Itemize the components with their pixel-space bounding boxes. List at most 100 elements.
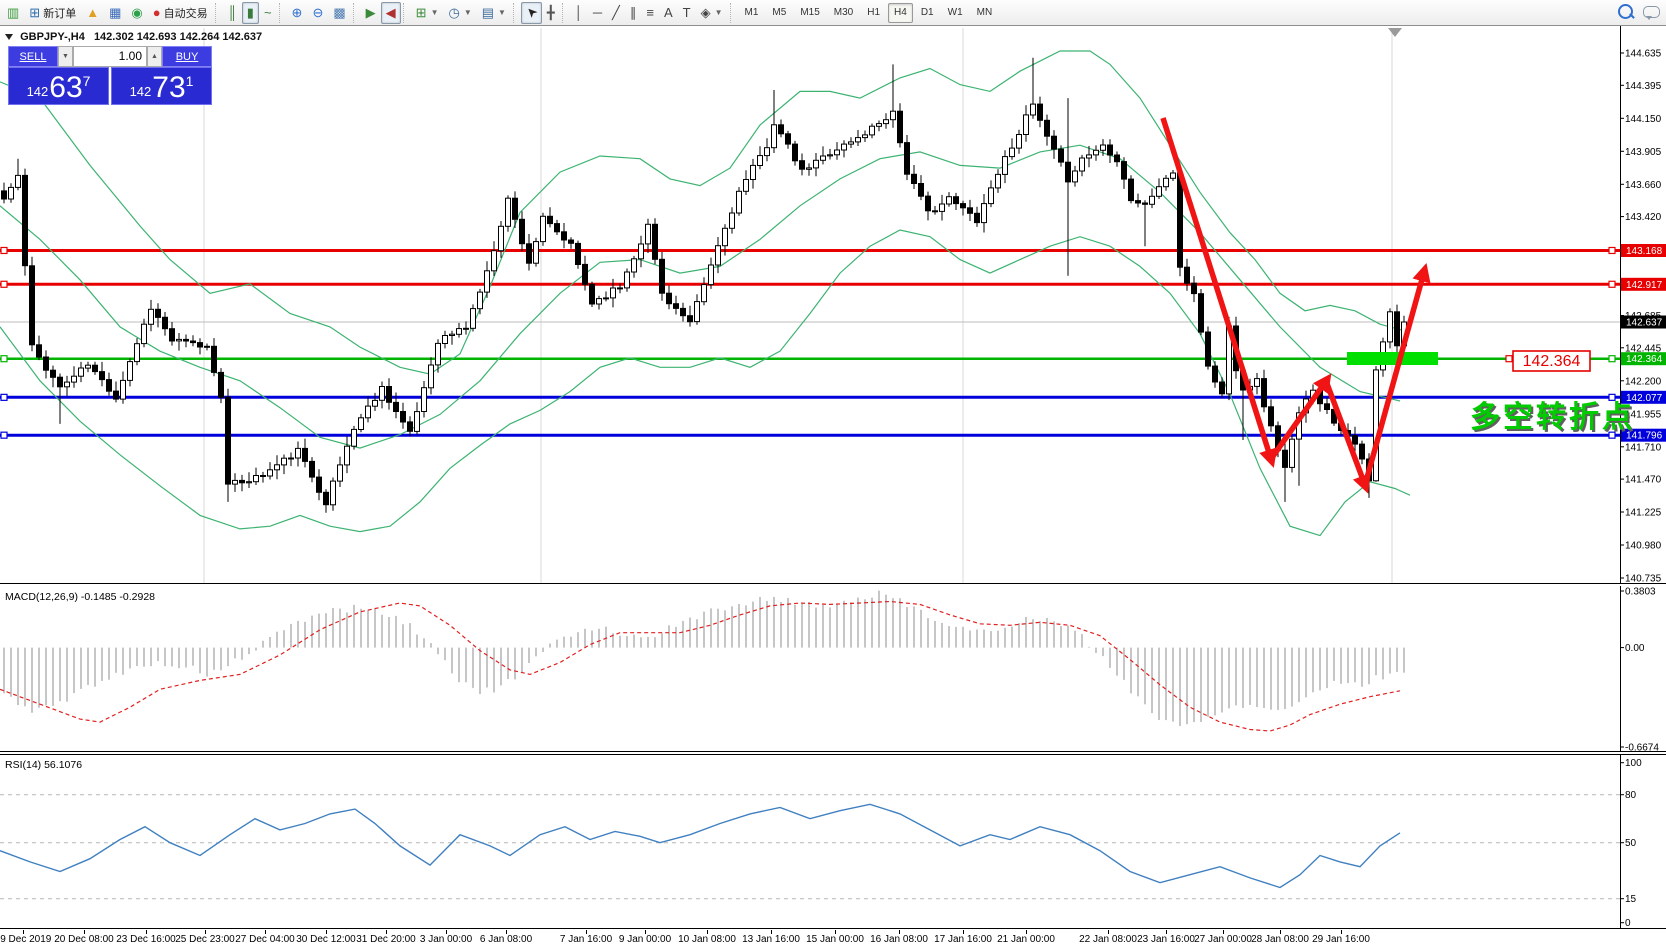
dropdown-arrow-icon[interactable]: ▼ <box>430 8 439 17</box>
vertical-line-button[interactable]: │ <box>570 2 588 24</box>
templates-button[interactable]: ▤ ▼ <box>477 2 511 24</box>
volume-input[interactable]: 1.00 <box>73 46 147 67</box>
rsi-panel-canvas[interactable]: 100 80 50 15 0 RSI(14) 56.1076 <box>0 755 1666 930</box>
crosshair-button[interactable]: ╋ <box>542 2 560 24</box>
macd-panel-canvas[interactable]: 0.3803 0.00 -0.6674 MACD(12,26,9) -0.1485 -… <box>0 586 1666 751</box>
buy-price-base: 142 <box>129 84 152 99</box>
time-tick <box>835 930 836 934</box>
bar-chart-button[interactable]: ║ <box>223 2 242 24</box>
sell-button[interactable]: SELL <box>8 46 58 67</box>
dropdown-arrow-icon[interactable]: ▼ <box>463 8 472 17</box>
bid-price-label: 142.637 <box>1626 318 1663 329</box>
sell-price-point: 7 <box>82 73 91 89</box>
fibonacci-button[interactable]: ≡ <box>641 2 659 24</box>
trendline-button-icon: ╱ <box>612 5 620 20</box>
chat-icon[interactable] <box>1643 5 1660 20</box>
new-chart-button[interactable]: ⊞ ▼ <box>411 2 444 24</box>
tile-windows-button-icon: ▩ <box>333 5 346 20</box>
dropdown-arrow-icon[interactable]: ▼ <box>498 8 506 17</box>
auto-scroll-button[interactable]: ▶ <box>361 2 381 24</box>
time-label: 27 Dec 04:00 <box>235 934 295 945</box>
volume-decrease-button[interactable]: ▼ <box>58 46 73 67</box>
timeframe-M1-button[interactable]: M1 <box>744 6 759 18</box>
buy-button[interactable]: BUY <box>162 46 212 67</box>
search-icon[interactable] <box>1618 4 1633 19</box>
candles <box>1 57 1407 513</box>
zoom-in-button[interactable]: ⊕ <box>287 2 308 24</box>
main-chart-canvas[interactable]: 142.364 144.635 144.395 144.150 143.905 143.6… <box>0 26 1666 583</box>
profiles-button-icon: ◷ <box>448 5 460 20</box>
price-tag-text: 142.364 <box>1523 353 1581 370</box>
text-button[interactable]: A <box>659 2 678 24</box>
panel-splitter[interactable] <box>0 751 1666 755</box>
signals-button-icon: ◉ <box>131 5 143 20</box>
vertical-line-button-icon: │ <box>574 5 583 20</box>
channel-button[interactable]: ∥ <box>625 2 642 24</box>
toolbar-separator <box>729 2 736 23</box>
one-click-trading-panel: SELL ▼ 1.00 ▲ BUY 142 63 7 142 73 1 <box>8 46 212 105</box>
time-tick <box>205 930 206 934</box>
svg-text:144.150: 144.150 <box>1625 114 1662 125</box>
time-tick <box>586 930 587 934</box>
buy-price-button[interactable]: 142 73 1 <box>111 67 212 105</box>
timeframe-H1-button[interactable]: H1 <box>867 6 881 18</box>
sell-price-pips: 63 <box>49 71 83 104</box>
toolbar: ▥ ⊞ 新订单 ▲ ▦ ◉ ● 自动交易 ║ ▮ ~ ⊕ ⊖ ▩ ▶ ◀ ⊞ ▼ ◷ ▼ ▤ ▼ ➤ ╋ │ ─ ╱ ∥ ≡ A T ◈ ▼ M1… <box>0 0 1666 26</box>
text-label-button-icon: T <box>682 5 691 20</box>
time-tick <box>707 930 708 934</box>
shapes-button[interactable]: ◈ ▼ <box>696 2 728 24</box>
time-label: 29 Jan 16:00 <box>1312 934 1370 945</box>
new-order-button[interactable]: ⊞ 新订单 <box>24 2 81 24</box>
candlestick-chart-button[interactable]: ▮ <box>241 1 259 24</box>
styler-button-icon: ▲ <box>86 5 100 20</box>
timeframe-M30-button[interactable]: M30 <box>833 6 854 18</box>
styler-button[interactable]: ▲ <box>81 2 104 24</box>
dropdown-arrow-icon[interactable]: ▼ <box>714 8 723 17</box>
time-label: 13 Jan 16:00 <box>742 934 800 945</box>
sell-price-base: 142 <box>26 84 49 99</box>
time-axis[interactable]: 19 Dec 2019 20 Dec 08:00 23 Dec 16:00 25 De… <box>0 930 1666 949</box>
time-label: 9 Jan 00:00 <box>618 934 672 945</box>
horizontal-line-button-icon: ─ <box>592 5 603 20</box>
autotrading-button[interactable]: ● 自动交易 <box>148 2 213 24</box>
time-label: 15 Jan 00:00 <box>806 934 864 945</box>
text-label-button[interactable]: T <box>678 2 696 24</box>
cursor-button[interactable]: ➤ <box>520 1 542 24</box>
svg-text:143.168: 143.168 <box>1626 246 1663 257</box>
tile-windows-button[interactable]: ▩ <box>328 2 350 24</box>
timeframe-MN-button[interactable]: MN <box>976 6 993 18</box>
timeframe-H4-button[interactable]: H4 <box>888 2 913 23</box>
toolbar-separator <box>402 2 409 23</box>
volume-increase-button[interactable]: ▲ <box>147 46 162 67</box>
time-tick <box>1280 930 1281 934</box>
time-tick <box>771 930 772 934</box>
collapse-panel-icon[interactable] <box>5 34 13 40</box>
profiles-button[interactable]: ◷ ▼ <box>443 2 476 24</box>
time-label: 22 Jan 08:00 <box>1079 934 1137 945</box>
autotrading-button-icon: ● <box>152 5 161 20</box>
zoom-out-button[interactable]: ⊖ <box>307 2 328 24</box>
ohlc-values: 142.302 142.693 142.264 142.637 <box>93 31 263 43</box>
chart-shift-button[interactable]: ◀ <box>380 1 401 24</box>
bar-chart-button-icon: ║ <box>227 5 237 20</box>
signals-button[interactable]: ◉ <box>126 2 147 24</box>
svg-text:141.796: 141.796 <box>1626 431 1663 442</box>
horizontal-line-button[interactable]: ─ <box>588 2 607 24</box>
timeframe-D1-button[interactable]: D1 <box>920 6 934 18</box>
time-tick <box>1223 930 1224 934</box>
sell-price-button[interactable]: 142 63 7 <box>8 67 109 105</box>
svg-text:-0.6674: -0.6674 <box>1625 743 1659 752</box>
timeframe-M5-button[interactable]: M5 <box>772 6 787 18</box>
toolbar-separator <box>278 2 285 23</box>
timeframe-W1-button[interactable]: W1 <box>947 6 963 18</box>
timeframe-M15-button[interactable]: M15 <box>800 6 820 18</box>
svg-text:100: 100 <box>1625 758 1642 769</box>
text-button-icon: A <box>663 5 673 20</box>
rsi-label: RSI(14) 56.1076 <box>5 759 82 771</box>
market-watch-button[interactable]: ▦ <box>104 2 126 24</box>
time-label: 27 Jan 00:00 <box>1194 934 1252 945</box>
trendline-button[interactable]: ╱ <box>607 2 625 24</box>
line-chart-button[interactable]: ~ <box>259 2 277 24</box>
time-tick <box>265 930 266 934</box>
